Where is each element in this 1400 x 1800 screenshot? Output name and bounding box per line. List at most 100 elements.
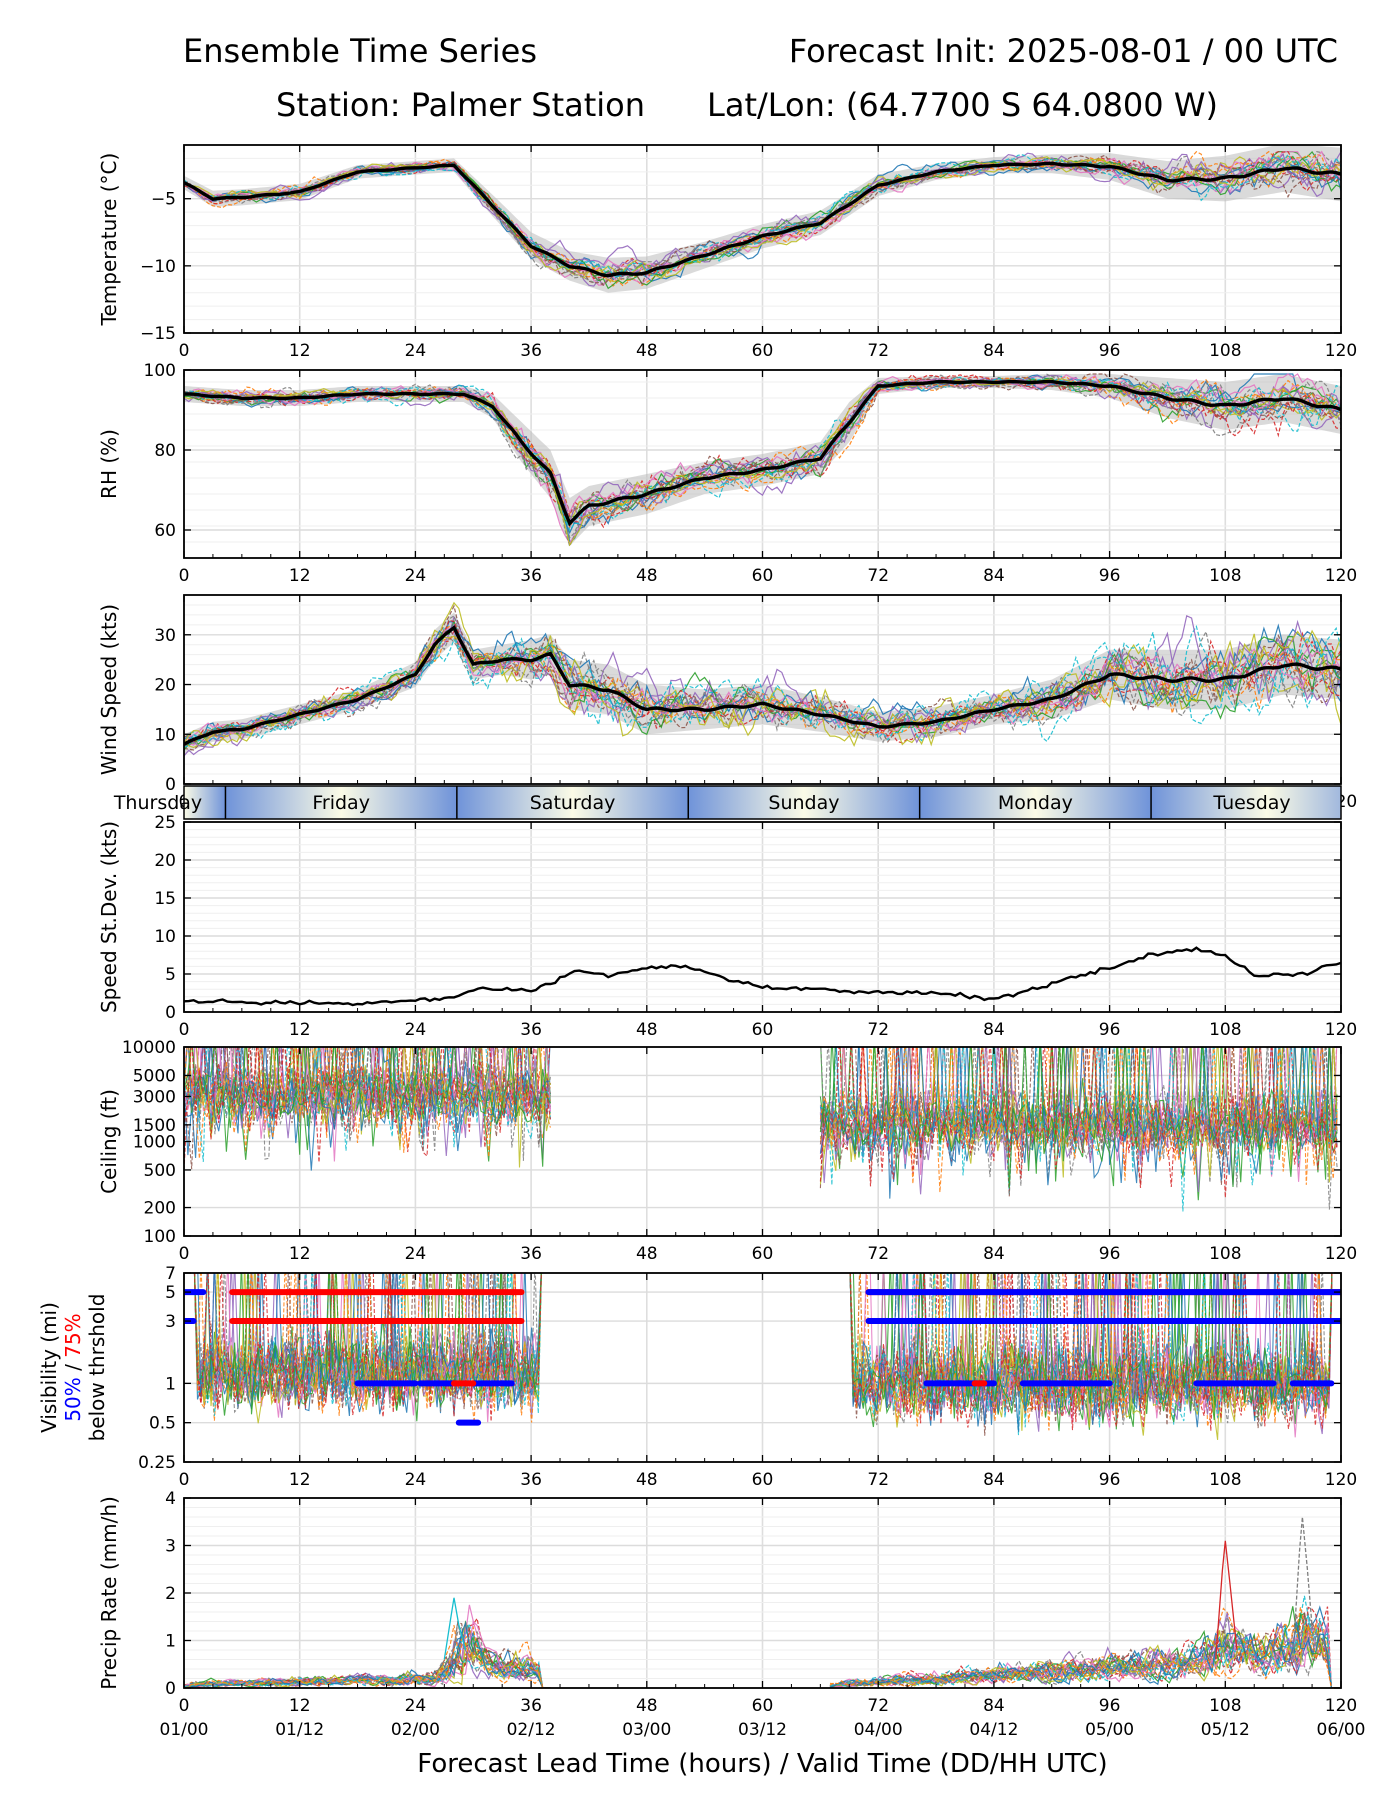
y-tick-label: 5 <box>165 965 176 985</box>
y-tick-label: 80 <box>154 441 176 461</box>
valid-time-label: 05/12 <box>1201 1720 1250 1740</box>
visibility-member-line <box>849 1273 1333 1438</box>
x-tick-label: 120 <box>1325 1696 1357 1716</box>
visibility-ylabel: Visibility (mi) <box>37 1302 61 1433</box>
x-tick-label: 36 <box>520 1020 542 1040</box>
ceiling-member-line <box>184 1047 551 1152</box>
rh-panel: 60 80 100 0 12 24 36 48 60 72 84 96 108 120 RH (%) <box>97 361 1357 586</box>
precip-ylabel: Precip Rate (mm/h) <box>97 1496 121 1690</box>
y-tick-label: 3 <box>165 1537 176 1557</box>
speed-sd-line <box>184 946 1341 1007</box>
y-tick-label: 30 <box>154 626 176 646</box>
y-tick-label: 20 <box>154 851 176 871</box>
x-tick-label: 120 <box>1325 1020 1357 1040</box>
x-tick-label: 96 <box>1099 341 1121 361</box>
ceiling-member-line <box>184 1047 551 1158</box>
precip-member-line <box>184 1658 551 1688</box>
station-label: Station: Palmer Station <box>276 86 646 124</box>
valid-time-label: 04/12 <box>969 1720 1018 1740</box>
valid-time-label: 03/00 <box>622 1720 671 1740</box>
y-tick-label: 10 <box>154 927 176 947</box>
precip-member-line <box>829 1620 1340 1688</box>
x-tick-label: 84 <box>983 1020 1005 1040</box>
precip-peak-line <box>1215 1540 1238 1660</box>
visibility-ylabel-sep: / <box>61 1358 85 1377</box>
x-tick-label: 84 <box>983 1470 1005 1490</box>
valid-time-label: 03/12 <box>738 1720 787 1740</box>
x-tick-label: 60 <box>752 1696 774 1716</box>
x-tick-label: 84 <box>983 341 1005 361</box>
precip-plot-area <box>184 1516 1340 1688</box>
rh-frame <box>183 369 1342 559</box>
precip-member-line <box>829 1612 1340 1688</box>
x-tick-label: 24 <box>405 1244 427 1264</box>
precip-member-line <box>829 1595 1340 1688</box>
x-tick-label: 108 <box>1209 566 1241 586</box>
x-tick-label: 48 <box>636 566 658 586</box>
visibility-member-line <box>193 1273 542 1422</box>
temperature-panel: −15 −10 −5 0 12 24 36 48 60 72 84 96 108 120 Temperatu… <box>97 144 1357 361</box>
speed_sd-grid <box>183 821 1342 1013</box>
precip-member-line <box>184 1621 551 1688</box>
day-label: Tuesday <box>1212 792 1290 814</box>
y-tick-label: 15 <box>154 889 176 909</box>
wind-member-line <box>184 635 1341 747</box>
valid-time-label: 02/12 <box>507 1720 556 1740</box>
visibility-plot-area <box>184 1273 1341 1440</box>
x-tick-label: 12 <box>289 566 311 586</box>
x-tick-label: 48 <box>636 1696 658 1716</box>
x-tick-label: 0 <box>179 1020 190 1040</box>
visibility-ylabel-75: 75% <box>61 1313 85 1357</box>
day-segment <box>184 786 226 819</box>
y-tick-label: −10 <box>140 257 176 277</box>
rh-member-line <box>184 376 1341 532</box>
y-tick-label: 4 <box>165 1489 176 1509</box>
visibility-member-line <box>849 1273 1333 1432</box>
ceiling-member-line <box>819 1047 1338 1199</box>
rh-member-line <box>184 376 1341 525</box>
x-tick-label: 72 <box>867 1020 889 1040</box>
visibility-frame <box>183 1272 1342 1463</box>
y-tick-label: 1 <box>165 1374 176 1394</box>
x-tick-label: 84 <box>983 566 1005 586</box>
visibility-member-line <box>849 1273 1333 1427</box>
forecast-init-label: Forecast Init: 2025-08-01 / 00 UTC <box>788 32 1338 70</box>
wind-spread-band <box>184 612 1341 755</box>
temperature-plot-area <box>184 145 1341 293</box>
precip-peak-line <box>443 1597 467 1660</box>
wind-member-line <box>184 604 1341 751</box>
x-tick-label: 96 <box>1099 1470 1121 1490</box>
y-tick-label: 2 <box>165 1584 176 1604</box>
x-tick-label: 120 <box>1325 1244 1357 1264</box>
precip-member-line <box>829 1606 1340 1688</box>
x-tick-label: 96 <box>1099 1696 1121 1716</box>
x-tick-label: 108 <box>1209 1696 1241 1716</box>
precip-member-line <box>829 1625 1340 1688</box>
visibility-member-line <box>193 1273 542 1423</box>
x-tick-label: 24 <box>405 1470 427 1490</box>
visibility-member-line <box>849 1273 1333 1436</box>
x-tick-label: 0 <box>179 341 190 361</box>
precip-member-line <box>829 1612 1340 1688</box>
x-tick-label: 24 <box>405 1020 427 1040</box>
y-tick-label: 5000 <box>133 1066 176 1086</box>
visibility-ylabel-percentiles: 50% / 75% <box>61 1313 85 1421</box>
y-tick-label: −15 <box>140 324 176 344</box>
x-tick-label: 60 <box>752 1020 774 1040</box>
x-tick-label: 72 <box>867 1696 889 1716</box>
y-tick-label: 0.5 <box>149 1414 176 1434</box>
wind-mean-line <box>184 625 1341 746</box>
y-tick-label: 20 <box>154 676 176 696</box>
ceiling-member-line <box>819 1047 1338 1189</box>
day-segment <box>225 786 457 819</box>
x-tick-label: 120 <box>1325 341 1357 361</box>
x-tick-label: 48 <box>636 1244 658 1264</box>
y-tick-label: 3 <box>165 1312 176 1332</box>
speed_sd-panel: 0 5 10 15 20 25 0 12 24 36 48 60 72 84 96 108 120 Speed S… <box>97 813 1357 1040</box>
x-tick-label: 108 <box>1209 1020 1241 1040</box>
x-tick-label: 36 <box>520 1696 542 1716</box>
temperature-frame <box>183 144 1342 334</box>
x-tick-label: 120 <box>1325 566 1357 586</box>
x-tick-label: 84 <box>983 1244 1005 1264</box>
